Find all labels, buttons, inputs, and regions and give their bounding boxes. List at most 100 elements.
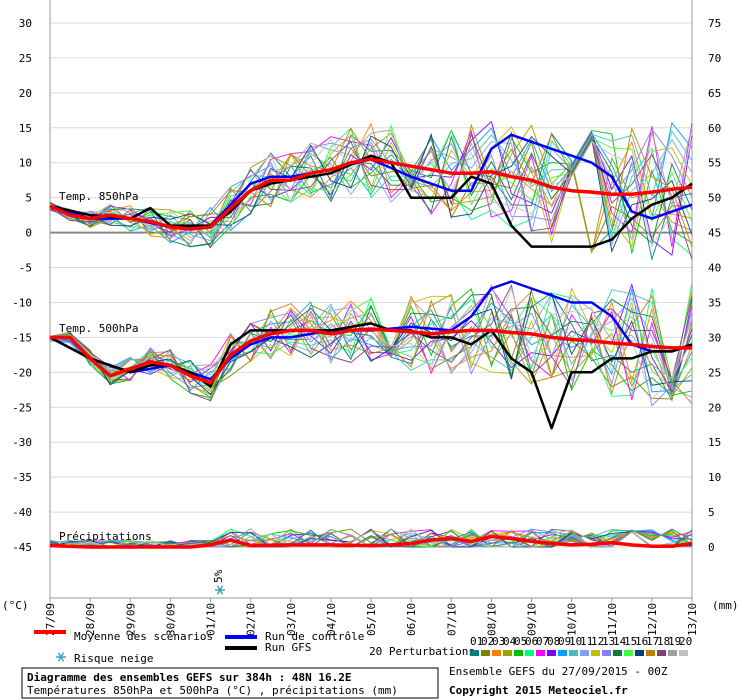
perturbation-legend-swatch	[602, 650, 611, 656]
perturbation-legend-swatch	[580, 650, 589, 656]
perturbation-legend-id: 18	[657, 635, 670, 648]
snow-risk-marker: 5%	[212, 569, 225, 595]
x-tick-label: 06/10	[405, 603, 418, 636]
x-tick-label: 07/10	[445, 603, 458, 636]
perturbation-line	[49, 124, 693, 254]
perturbation-legend-id: 03	[492, 635, 505, 648]
right-tick-label: 15	[708, 436, 721, 449]
left-tick-label: -15	[12, 331, 32, 344]
perturbation-line	[49, 294, 693, 405]
perturbation-legend-id: 06	[525, 635, 538, 648]
ylabel-right: (mm)	[712, 599, 739, 612]
perturbation-legend-swatch	[525, 650, 534, 656]
perturbation-legend-swatch	[657, 650, 666, 656]
left-tick-label: 5	[25, 192, 32, 205]
x-tick-label: 28/09	[84, 603, 97, 636]
perturbation-legend-swatch	[536, 650, 545, 656]
perturbation-legend-id: 02	[481, 635, 494, 648]
perturbation-legend-swatch	[492, 650, 501, 656]
label-temp-850: Temp. 850hPa	[59, 190, 138, 203]
left-axis-ticks: 30 25 20 15 10 5 0 -5 -10 -15 -20 -25 -30 -35 -40 -45	[12, 17, 32, 554]
perturbation-legend-swatch	[635, 650, 644, 656]
copyright: Copyright 2015 Meteociel.fr	[449, 684, 628, 697]
left-tick-label: 10	[19, 157, 32, 170]
x-tick-label: 27/09	[44, 603, 57, 636]
right-tick-label: 50	[708, 192, 721, 205]
series-line	[49, 154, 693, 248]
ylabel-left: (°C)	[2, 599, 29, 612]
perturbation-legend-swatch	[591, 650, 600, 656]
perturbation-legend-swatch	[481, 650, 490, 656]
x-tick-label: 11/10	[606, 603, 619, 636]
perturbation-legend-id: 14	[613, 635, 627, 648]
perturbation-legend-id: 01	[470, 635, 483, 648]
x-tick-label: 30/09	[164, 603, 177, 636]
right-tick-label: 10	[708, 471, 721, 484]
right-tick-label: 70	[708, 52, 721, 65]
right-tick-label: 0	[708, 541, 715, 554]
main-series	[49, 133, 693, 549]
label-precipitations: Précipitations	[59, 530, 152, 543]
right-tick-label: 55	[708, 157, 721, 170]
series-line	[50, 327, 692, 385]
perturbation-legend-swatch	[624, 650, 633, 656]
legend-perturbations-label: 20 Perturbations	[369, 645, 475, 658]
right-tick-label: 30	[708, 331, 721, 344]
title-box	[21, 667, 439, 699]
perturbation-legend-id: 04	[503, 635, 517, 648]
perturbation-line	[49, 284, 693, 402]
perturbation-legend-id: 15	[624, 635, 637, 648]
perturbation-legend-id: 08	[547, 635, 560, 648]
perturbation-legend-id: 17	[646, 635, 659, 648]
legend-snow-label: Risque neige	[74, 652, 153, 665]
left-tick-label: 25	[19, 52, 32, 65]
perturbation-line	[50, 529, 692, 548]
perturbation-legend-id: 20	[679, 635, 692, 648]
left-tick-label: -25	[12, 401, 32, 414]
right-tick-label: 60	[708, 122, 721, 135]
perturbation-legend-id: 19	[668, 635, 681, 648]
series-line	[49, 534, 693, 549]
snowflake-icon	[215, 585, 225, 595]
x-tick-label: 29/09	[124, 603, 137, 636]
left-tick-label: -45	[12, 541, 32, 554]
perturbation-legend-swatch	[569, 650, 578, 656]
x-tick-label: 04/10	[325, 603, 338, 636]
right-tick-label: 40	[708, 262, 721, 275]
label-temp-500: Temp. 500hPa	[59, 322, 138, 335]
perturbation-legend-id: 10	[569, 635, 582, 648]
legend-gfs-label: Run GFS	[265, 641, 311, 654]
x-tick-label: 10/10	[566, 603, 579, 636]
left-tick-label: -5	[19, 262, 32, 275]
right-tick-label: 45	[708, 227, 721, 240]
x-tick-label: 02/10	[245, 603, 258, 636]
x-tick-label: 01/10	[205, 603, 218, 636]
perturbation-legend-id: 09	[558, 635, 571, 648]
perturbation-line	[49, 293, 693, 398]
chart-title: Diagramme des ensembles GEFS sur 384h : …	[27, 671, 352, 684]
snow-risk-percent: 5%	[212, 569, 225, 583]
perturbation-legend-id: 07	[536, 635, 549, 648]
snowflake-legend-icon	[56, 652, 66, 662]
perturbation-legend-id: 05	[514, 635, 527, 648]
left-tick-label: -30	[12, 436, 32, 449]
left-tick-label: -40	[12, 506, 32, 519]
perturbation-legend-id: 16	[635, 635, 648, 648]
perturbation-legend-swatch	[646, 650, 655, 656]
right-tick-label: 75	[708, 17, 721, 30]
x-tick-label: 13/10	[686, 603, 699, 636]
chart-subtitle: Températures 850hPa et 500hPa (°C) , pré…	[27, 684, 398, 697]
series-line	[49, 157, 693, 231]
left-tick-label: 20	[19, 87, 32, 100]
legend-mean-label: Moyenne des scénarios	[74, 630, 213, 643]
left-tick-label: 30	[19, 17, 32, 30]
x-tick-label: 12/10	[646, 603, 659, 636]
legend-control-label: Run de contrôle	[265, 630, 364, 643]
right-tick-label: 25	[708, 366, 721, 379]
ensemble-label: Ensemble GEFS du 27/09/2015 - 00Z	[449, 665, 668, 678]
right-tick-label: 35	[708, 296, 721, 309]
left-tick-label: -20	[12, 366, 32, 379]
